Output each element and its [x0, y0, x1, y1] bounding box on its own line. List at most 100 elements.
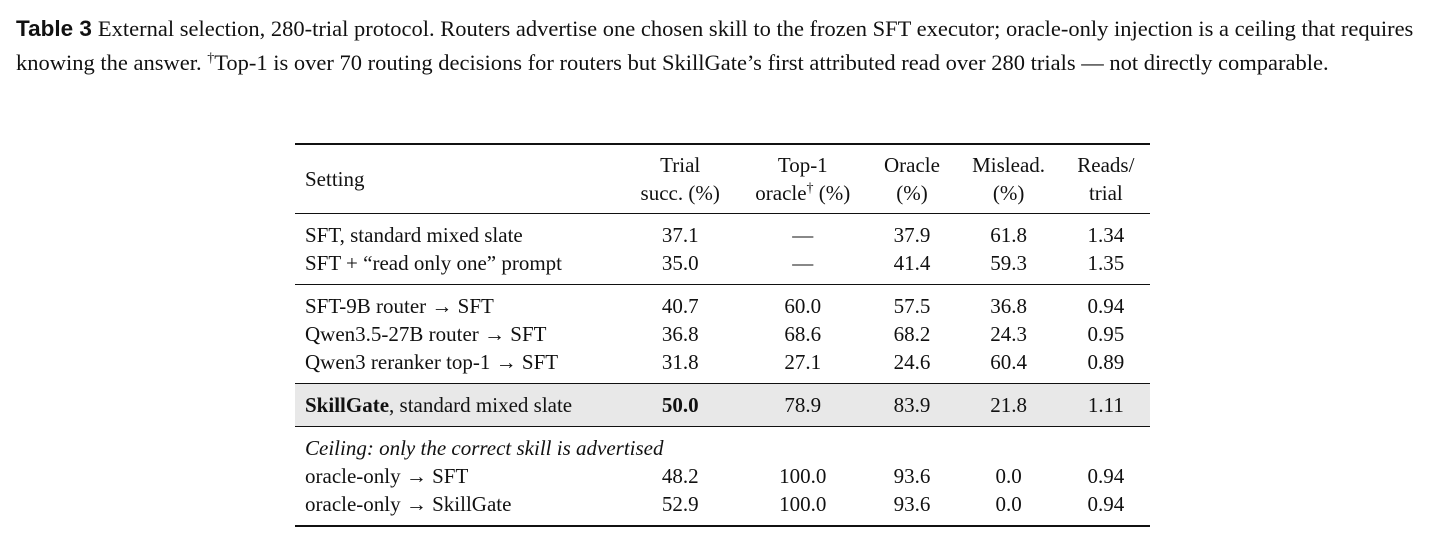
table-row: oracle-only → SkillGate 52.9 100.0 93.6 0.0 0… [295, 490, 1150, 527]
header-text: Mislead. [972, 153, 1046, 177]
value: 68.2 [893, 322, 931, 346]
value-cell: 48.2 [623, 462, 737, 490]
value-cell: 0.0 [955, 462, 1061, 490]
header-text: Oracle [884, 153, 940, 177]
value: 93.6 [893, 464, 931, 488]
header-cell: Trial succ. (%) [623, 143, 737, 214]
setting-cell: oracle-only → SFT [295, 462, 623, 490]
value: 0.89 [1087, 350, 1125, 374]
table-row: SFT + “read only one” prompt 35.0 — 41.4 59.… [295, 249, 1150, 285]
value-cell: 0.94 [1062, 462, 1150, 490]
setting-text: oracle-only → SkillGate [305, 492, 512, 516]
note-text: Ceiling: only the correct skill is adver… [305, 436, 664, 460]
value-cell: 100.0 [736, 490, 869, 527]
value: 0.0 [995, 492, 1022, 516]
value: 59.3 [990, 251, 1027, 275]
setting-cell: SkillGate, standard mixed slate [295, 383, 624, 427]
header-text: Top-1 [777, 153, 828, 177]
header-text: trial [1088, 181, 1123, 205]
setting-cell: SFT + “read only one” prompt [295, 249, 624, 285]
value: 31.8 [661, 350, 699, 374]
value-cell: 52.9 [623, 490, 737, 527]
header-row: Setting Trial succ. (%) Top-1 oracle† (%) Ora… [295, 143, 1150, 214]
value-cell: 40.7 [623, 285, 737, 321]
header-cell: Top-1 oracle† (%) [736, 143, 869, 214]
value-cell: — [737, 214, 869, 250]
value: 52.9 [661, 492, 699, 516]
value: 100.0 [779, 492, 827, 516]
value-cell: 1.34 [1062, 214, 1150, 250]
note-cell: Ceiling: only the correct skill is adver… [295, 427, 1150, 463]
value-cell: 0.95 [1062, 320, 1150, 348]
header-text: oracle [755, 181, 807, 205]
value: 93.6 [893, 492, 931, 516]
setting-cell: Qwen3.5-27B router → SFT [295, 320, 623, 348]
value: 0.95 [1087, 322, 1125, 346]
caption-text: External selection, 280-trial protocol. … [16, 16, 1414, 75]
dagger: † [806, 181, 814, 196]
note-row: Ceiling: only the correct skill is adver… [295, 427, 1150, 463]
value: 0.94 [1087, 464, 1125, 488]
value-cell: 93.6 [869, 462, 956, 490]
value-cell: 0.94 [1062, 285, 1150, 321]
value-cell: 57.5 [869, 285, 956, 321]
value-cell: 83.9 [868, 383, 956, 427]
value-cell: 1.35 [1061, 249, 1150, 285]
value: 60.4 [990, 350, 1027, 374]
setting-text: SFT, standard mixed slate [305, 223, 523, 247]
value: 27.1 [784, 350, 822, 374]
caption: Table 3 External selection, 280-trial pro… [16, 12, 1431, 80]
value-cell: 37.1 [623, 214, 737, 250]
setting-text: , standard mixed slate [389, 393, 573, 417]
value-cell: 24.6 [868, 348, 956, 384]
value: 36.8 [661, 322, 699, 346]
value-cell: 68.6 [737, 320, 869, 348]
value: 61.8 [990, 223, 1027, 247]
header-text: succ. (%) [640, 181, 720, 205]
value-cell: 27.1 [736, 348, 869, 384]
value-cell: 93.6 [868, 490, 956, 527]
setting-cell: SFT, standard mixed slate [295, 214, 623, 250]
table-row: Qwen3.5-27B router → SFT 36.8 68.6 68.2 24.3… [295, 320, 1150, 348]
value-cell: 68.2 [869, 320, 956, 348]
value: 24.3 [990, 322, 1027, 346]
value-cell: 37.9 [869, 214, 956, 250]
value-cell: 36.8 [623, 320, 737, 348]
header-text: Reads/ [1077, 153, 1135, 177]
setting-text: oracle-only → SFT [305, 464, 469, 488]
value-cell: 35.0 [623, 249, 737, 285]
value-cell: 1.11 [1061, 383, 1150, 427]
value-cell: 61.8 [955, 214, 1061, 250]
value: 40.7 [661, 294, 699, 318]
table-row: SFT-9B router → SFT 40.7 60.0 57.5 36.8 0.94 [295, 285, 1150, 321]
value: 41.4 [893, 251, 931, 275]
header-text: (%) [992, 181, 1025, 205]
value: 1.34 [1087, 223, 1125, 247]
table-row: oracle-only → SFT 48.2 100.0 93.6 0.0 0.94 [295, 462, 1150, 490]
setting-cell: Qwen3 reranker top-1 → SFT [295, 348, 624, 384]
header-cell: Mislead. (%) [955, 143, 1062, 214]
results-table: Setting Trial succ. (%) Top-1 oracle† (%) Ora… [295, 143, 1150, 527]
caption-text: Top-1 is over 70 routing decisions for r… [214, 50, 1329, 75]
setting-text: SFT + “read only one” prompt [305, 251, 562, 275]
value-cell: 59.3 [955, 249, 1062, 285]
table-row: SFT, standard mixed slate 37.1 — 37.9 61.8 1.… [295, 214, 1150, 250]
value-cell: 36.8 [955, 285, 1061, 321]
value-cell: 100.0 [737, 462, 869, 490]
value: 60.0 [784, 294, 822, 318]
table-row: SkillGate, standard mixed slate 50.0 78.9 8… [295, 383, 1150, 427]
value: 57.5 [893, 294, 931, 318]
value: 100.0 [779, 464, 827, 488]
value-cell: 78.9 [736, 383, 869, 427]
value: 48.2 [661, 464, 699, 488]
value-cell: 0.0 [955, 490, 1062, 527]
value-cell: 60.4 [955, 348, 1062, 384]
value: 1.11 [1087, 393, 1124, 417]
value: 21.8 [990, 393, 1027, 417]
value-cell: 0.94 [1061, 490, 1150, 527]
header-cell: Reads/trial [1061, 143, 1150, 214]
value: 83.9 [893, 393, 931, 417]
value: 68.6 [784, 322, 822, 346]
value: 50.0 [661, 393, 699, 417]
setting-cell: SFT-9B router → SFT [295, 285, 623, 321]
